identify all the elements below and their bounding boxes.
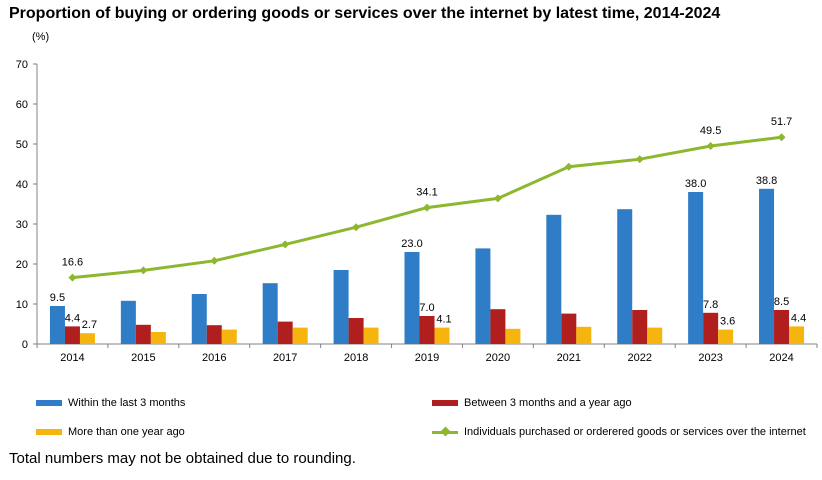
- x-tick-label: 2022: [627, 352, 651, 364]
- x-tick-label: 2014: [60, 352, 84, 364]
- bar-between-3-months-and-a-year-ago-2024: [774, 310, 790, 344]
- y-tick-label: 20: [16, 259, 28, 271]
- line-point-2014: [68, 273, 77, 282]
- legend-swatch: [432, 430, 458, 434]
- footnote: Total numbers may not be obtained due to…: [9, 450, 356, 467]
- data-label: 2.7: [82, 319, 97, 331]
- data-label: 8.5: [774, 296, 789, 308]
- legend-item-3-months-to-year: Between 3 months and a year ago: [432, 397, 632, 409]
- legend-swatch: [36, 429, 62, 435]
- x-tick-label: 2024: [769, 352, 793, 364]
- bar-between-3-months-and-a-year-ago-2020: [490, 309, 506, 344]
- bar-between-3-months-and-a-year-ago-2021: [561, 313, 577, 344]
- line-point-2018: [352, 223, 361, 232]
- legend-label: Individuals purchased or orderered goods…: [464, 426, 806, 438]
- bar-within-the-last-3-months-2022: [617, 209, 633, 344]
- legend-label: Between 3 months and a year ago: [464, 397, 632, 409]
- data-label: 7.0: [419, 302, 434, 314]
- line-point-2019: [423, 203, 431, 212]
- line-point-2020: [493, 194, 502, 203]
- bar-within-the-last-3-months-2019: [404, 252, 420, 344]
- legend-label: More than one year ago: [68, 426, 185, 438]
- data-label: 7.8: [703, 299, 718, 311]
- line-point-2022: [635, 155, 644, 164]
- bar-more-than-one-year-ago-2018: [363, 327, 379, 344]
- y-tick-label: 0: [22, 339, 28, 351]
- bar-within-the-last-3-months-2024: [759, 188, 775, 344]
- data-label: 4.1: [436, 314, 451, 326]
- line-data-label: 51.7: [771, 116, 792, 128]
- bar-more-than-one-year-ago-2022: [647, 327, 663, 344]
- legend-swatch: [432, 400, 458, 406]
- data-label: 4.4: [791, 312, 806, 324]
- bar-more-than-one-year-ago-2019: [434, 327, 450, 344]
- x-tick-label: 2021: [557, 352, 581, 364]
- x-tick-label: 2023: [698, 352, 722, 364]
- line-point-2023: [706, 142, 715, 150]
- bar-within-the-last-3-months-2023: [688, 192, 704, 344]
- y-tick-label: 10: [16, 299, 28, 311]
- legend-item-more-than-year: More than one year ago: [36, 426, 185, 438]
- x-tick-label: 2018: [344, 352, 368, 364]
- bar-within-the-last-3-months-2016: [191, 294, 207, 344]
- data-label: 38.8: [756, 175, 777, 187]
- x-tick-label: 2020: [486, 352, 510, 364]
- line-data-label: 16.6: [62, 257, 83, 269]
- bar-more-than-one-year-ago-2016: [221, 329, 237, 344]
- y-tick-label: 60: [16, 99, 28, 111]
- legend-item-total-line: Individuals purchased or orderered goods…: [432, 426, 806, 438]
- bar-between-3-months-and-a-year-ago-2019: [419, 316, 435, 344]
- line-point-2017: [281, 240, 290, 249]
- x-tick-label: 2017: [273, 352, 297, 364]
- bar-more-than-one-year-ago-2024: [789, 326, 805, 344]
- data-label: 3.6: [720, 316, 735, 328]
- bar-between-3-months-and-a-year-ago-2017: [277, 321, 293, 344]
- data-label: 9.5: [50, 292, 65, 304]
- y-tick-label: 70: [16, 59, 28, 71]
- data-label: 23.0: [401, 238, 422, 250]
- bar-between-3-months-and-a-year-ago-2015: [135, 324, 151, 344]
- bar-more-than-one-year-ago-2020: [505, 328, 521, 344]
- bar-between-3-months-and-a-year-ago-2023: [703, 312, 719, 344]
- bar-between-3-months-and-a-year-ago-2016: [206, 325, 222, 344]
- bar-within-the-last-3-months-2015: [120, 300, 136, 344]
- x-tick-label: 2015: [131, 352, 155, 364]
- bar-more-than-one-year-ago-2023: [718, 329, 734, 344]
- bar-more-than-one-year-ago-2015: [150, 332, 166, 344]
- bar-more-than-one-year-ago-2014: [79, 333, 95, 344]
- bar-within-the-last-3-months-2017: [262, 283, 278, 344]
- bar-between-3-months-and-a-year-ago-2014: [64, 326, 80, 344]
- data-label: 38.0: [685, 178, 706, 190]
- y-tick-label: 50: [16, 139, 28, 151]
- y-axis-unit-label: (%): [32, 31, 50, 43]
- bar-within-the-last-3-months-2020: [475, 248, 491, 344]
- y-tick-label: 30: [16, 219, 28, 231]
- line-data-label: 34.1: [416, 187, 437, 199]
- bar-between-3-months-and-a-year-ago-2022: [632, 310, 648, 344]
- x-tick-label: 2016: [202, 352, 226, 364]
- data-label: 4.4: [65, 312, 80, 324]
- bar-between-3-months-and-a-year-ago-2018: [348, 318, 364, 344]
- legend-swatch: [36, 400, 62, 406]
- bar-more-than-one-year-ago-2017: [292, 327, 308, 344]
- x-tick-label: 2019: [415, 352, 439, 364]
- bar-within-the-last-3-months-2018: [333, 270, 349, 344]
- y-tick-label: 40: [16, 179, 28, 191]
- bar-within-the-last-3-months-2014: [49, 306, 65, 344]
- line-point-2021: [564, 162, 573, 171]
- chart-title: Proportion of buying or ordering goods o…: [9, 5, 721, 22]
- bar-within-the-last-3-months-2021: [546, 214, 562, 344]
- line-data-label: 49.5: [700, 125, 721, 137]
- line-point-2016: [210, 256, 219, 265]
- legend-item-within-3-months: Within the last 3 months: [36, 397, 185, 409]
- bar-more-than-one-year-ago-2021: [576, 326, 592, 344]
- line-point-2015: [139, 266, 148, 275]
- line-point-2024: [777, 133, 786, 142]
- legend-label: Within the last 3 months: [68, 397, 186, 409]
